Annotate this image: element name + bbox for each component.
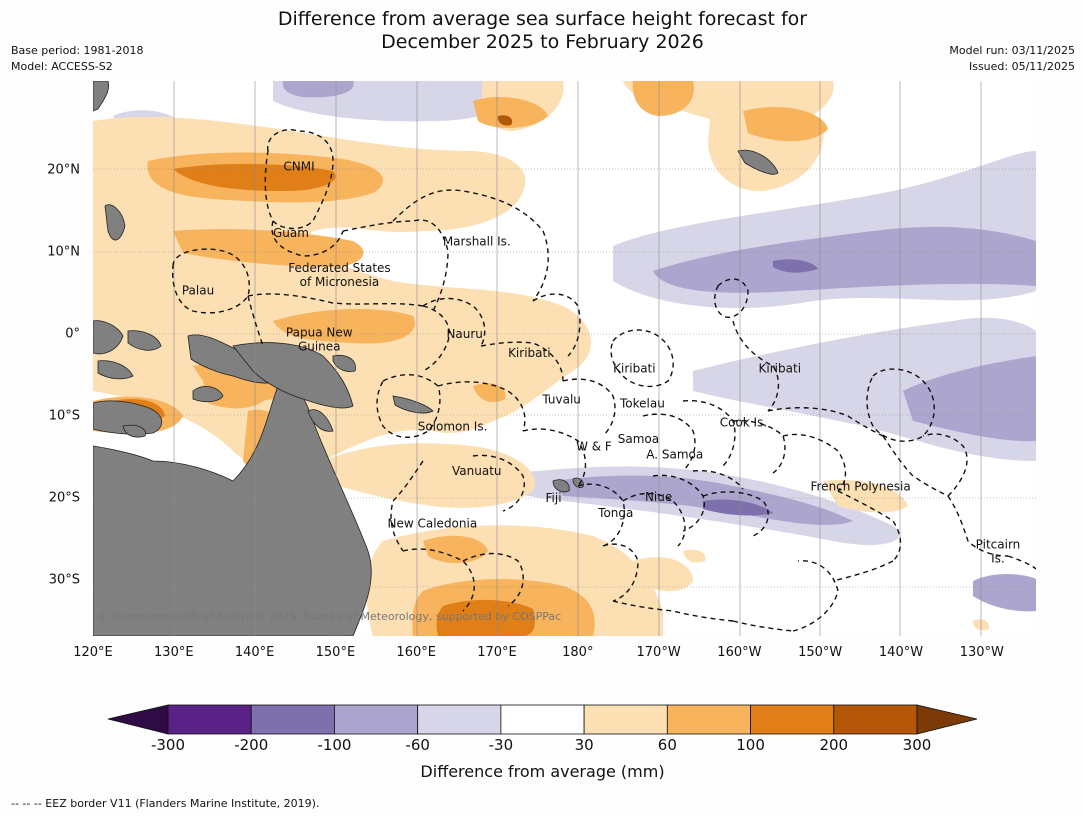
region-label: Tonga [597, 506, 633, 520]
region-label: Solomon Is. [418, 420, 488, 434]
colorbar-tick-label: 30 [574, 736, 594, 754]
lon-tick-label: 160°W [717, 645, 762, 660]
lon-tick-label: 160°E [396, 645, 436, 660]
region-label: Nauru [446, 327, 482, 341]
map-canvas: CNMI Guam Marshall Is. Federated States of M… [93, 81, 1036, 636]
landmasses [93, 81, 779, 636]
region-labels: CNMI Guam Marshall Is. Federated States of M… [182, 160, 1020, 566]
region-label: Guam [273, 226, 309, 240]
colorbar-title: Difference from average (mm) [420, 762, 665, 781]
colorbar-under-arrow [107, 704, 169, 735]
lon-tick-label: 140°W [878, 645, 924, 660]
region-label: Kiribati [613, 361, 655, 375]
title-line-1: Difference from average sea surface heig… [277, 8, 808, 30]
region-label: Federated States of Micronesia [288, 261, 390, 289]
colorbar-tick-label: 100 [736, 736, 765, 754]
colorbar-cell [250, 704, 335, 735]
region-label: Samoa [618, 432, 659, 446]
colorbar-tick-label: -300 [150, 736, 186, 754]
lat-tick-label: 20°S [48, 490, 80, 506]
colorbar-tick-label: 300 [902, 736, 932, 754]
region-label: Cook Is. [720, 416, 767, 430]
model-run-info: Model run: 03/11/2025 Issued: 05/11/2025 [949, 43, 1075, 75]
region-label: New Caledonia [388, 516, 478, 530]
region-label: Palau [182, 284, 214, 298]
region-label: Fiji [546, 491, 562, 505]
sea-height-map: CNMI Guam Marshall Is. Federated States of M… [93, 81, 1036, 636]
region-label: Papua New Guinea [286, 326, 353, 354]
lon-tick-label: 130°E [154, 645, 194, 660]
colorbar [107, 704, 978, 735]
lon-tick-label: 170°W [636, 645, 681, 660]
region-label: Kiribati [759, 361, 801, 375]
base-period-info: Base period: 1981-2018 Model: ACCESS-S2 [11, 43, 143, 75]
lon-tick-label: 130°W [959, 645, 1004, 660]
region-label: French Polynesia [810, 480, 910, 494]
region-label: Tokelau [619, 397, 665, 411]
colorbar-tick-label: -200 [234, 736, 269, 754]
colorbar-tick-label: -100 [317, 736, 352, 754]
region-label: Niue [645, 490, 672, 504]
copyright-notice: © Commonwealth of Australia 2025, Bureau… [98, 610, 562, 623]
issued-date: Issued: 05/11/2025 [968, 60, 1075, 73]
lon-tick-label: 150°E [315, 645, 356, 660]
lat-tick-label: 10°S [48, 408, 80, 424]
colorbar-cell [666, 704, 751, 735]
colorbar-tick-label: 60 [657, 736, 677, 754]
colorbar-tick-label: -60 [405, 736, 430, 754]
map-title: Difference from average sea surface heig… [0, 8, 1085, 54]
lat-tick-label: 0° [65, 326, 80, 342]
lon-tick-label: 170°E [477, 645, 517, 660]
lon-tick-label: 120°E [73, 645, 113, 660]
lat-tick-label: 30°S [48, 572, 80, 588]
colorbar-cell [750, 704, 835, 735]
region-label: Tuvalu [541, 393, 581, 407]
meridians [173, 81, 982, 636]
colorbar-cell [334, 704, 419, 735]
colorbar-cell [417, 704, 502, 735]
colorbar-cell [167, 704, 252, 735]
region-label: W & F [576, 439, 612, 453]
region-label: Marshall Is. [443, 234, 511, 248]
lat-tick-label: 20°N [47, 162, 80, 178]
lon-tick-label: 140°E [234, 645, 275, 660]
colorbar-tick-label: 200 [819, 736, 849, 754]
eez-footnote: -- -- -- EEZ border V11 (Flanders Marine… [11, 797, 320, 810]
region-label: CNMI [283, 160, 314, 174]
model-name: Model: ACCESS-S2 [11, 60, 113, 73]
region-label: Vanuatu [452, 464, 502, 478]
graticule [93, 168, 1036, 588]
eez-borders [171, 129, 1036, 632]
colorbar-cell [583, 704, 668, 735]
colorbar-over-arrow [916, 704, 978, 735]
region-label: A. Samoa [646, 448, 703, 462]
colorbar-cell [833, 704, 918, 735]
title-line-2: December 2025 to February 2026 [381, 31, 704, 53]
lat-tick-label: 10°N [47, 244, 80, 260]
colorbar-tick-label: -30 [488, 736, 514, 754]
base-period: Base period: 1981-2018 [11, 44, 144, 57]
region-label: Pitcairn Is. [976, 537, 1021, 565]
region-label: Kiribati [508, 346, 550, 360]
colorbar-cell [500, 704, 585, 735]
lon-tick-label: 150°W [798, 645, 843, 660]
lon-tick-label: 180° [562, 645, 594, 660]
model-run: Model run: 03/11/2025 [949, 44, 1075, 57]
